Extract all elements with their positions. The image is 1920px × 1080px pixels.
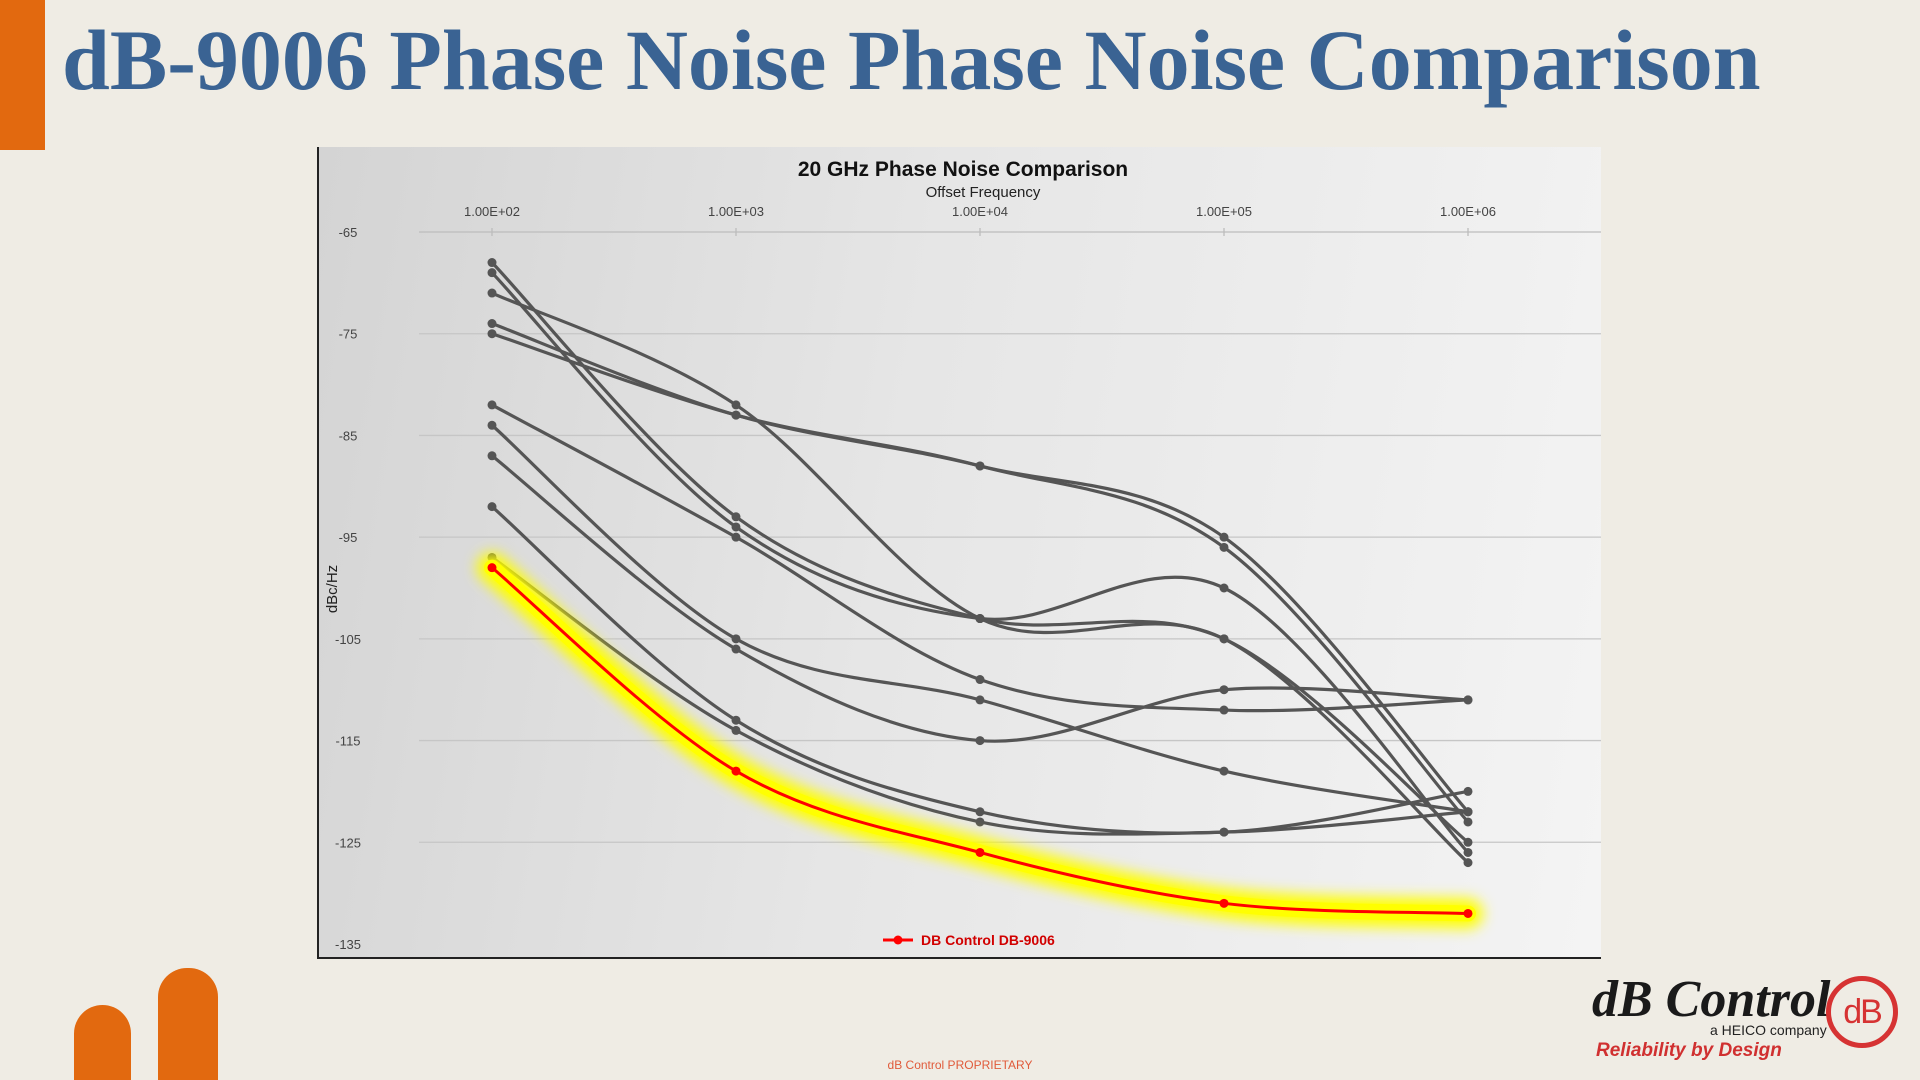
y-tick-label: -75 bbox=[339, 327, 358, 342]
x-tick-label: 1.00E+02 bbox=[464, 204, 520, 219]
data-point bbox=[1219, 634, 1229, 644]
logo-subtitle: a HEICO company bbox=[1710, 1022, 1827, 1038]
decorative-pill-right bbox=[158, 968, 218, 1080]
series-line-10 bbox=[491, 556, 1469, 836]
x-tick-label: 1.00E+06 bbox=[1440, 204, 1496, 219]
x-axis-title: Offset Frequency bbox=[926, 184, 1041, 201]
data-point bbox=[975, 675, 985, 685]
series-line-1 bbox=[490, 261, 1470, 844]
footer-proprietary: dB Control PROPRIETARY bbox=[887, 1058, 1033, 1072]
y-tick-label: -135 bbox=[335, 937, 361, 952]
legend-label: DB Control DB-9006 bbox=[921, 932, 1055, 948]
data-point bbox=[1219, 583, 1229, 593]
data-point bbox=[1219, 685, 1229, 695]
y-tick-label: -95 bbox=[339, 530, 358, 545]
chart-frame: 20 GHz Phase Noise Comparison Offset Fre… bbox=[317, 147, 1601, 959]
data-point bbox=[1219, 827, 1229, 837]
data-point bbox=[975, 736, 985, 746]
x-tick-label: 1.00E+05 bbox=[1196, 204, 1252, 219]
y-tick-label: -105 bbox=[335, 632, 361, 647]
data-point bbox=[975, 614, 985, 624]
data-point bbox=[487, 451, 497, 461]
data-point bbox=[731, 644, 741, 654]
data-point bbox=[1463, 817, 1473, 827]
phase-noise-chart: 20 GHz Phase Noise Comparison Offset Fre… bbox=[324, 158, 1601, 952]
data-point bbox=[731, 410, 741, 420]
data-point bbox=[1463, 837, 1473, 847]
data-point bbox=[487, 268, 497, 278]
y-tick-label: -85 bbox=[339, 428, 358, 443]
data-point bbox=[731, 766, 741, 776]
y-tick-label: -65 bbox=[339, 225, 358, 240]
data-point bbox=[975, 695, 985, 705]
data-point bbox=[487, 319, 497, 329]
company-logo: dB Control a HEICO company Reliability b… bbox=[1590, 970, 1908, 1070]
y-axis-title: dBc/Hz bbox=[324, 565, 341, 613]
series-line-9 bbox=[490, 505, 1469, 835]
data-point bbox=[1219, 705, 1229, 715]
legend-swatch-marker bbox=[893, 935, 903, 945]
series-line-11 bbox=[491, 566, 1469, 915]
chart-title: 20 GHz Phase Noise Comparison bbox=[798, 158, 1128, 181]
data-point bbox=[487, 258, 497, 268]
data-point bbox=[1463, 807, 1473, 817]
data-point bbox=[1463, 908, 1473, 918]
logo-wordmark: dB Control bbox=[1592, 971, 1831, 1028]
slide-title: dB-9006 Phase Noise Phase Noise Comparis… bbox=[62, 12, 1761, 108]
data-point bbox=[975, 461, 985, 471]
data-point bbox=[731, 522, 741, 532]
series-line-6 bbox=[491, 403, 1469, 713]
data-point bbox=[1219, 542, 1229, 552]
y-tick-label: -125 bbox=[335, 835, 361, 850]
data-point bbox=[1219, 766, 1229, 776]
data-point bbox=[731, 715, 741, 725]
data-point bbox=[1463, 786, 1473, 796]
data-point bbox=[487, 400, 497, 410]
series-line-7 bbox=[490, 424, 1469, 814]
data-point bbox=[1463, 847, 1473, 857]
data-point bbox=[975, 847, 985, 857]
data-point bbox=[975, 807, 985, 817]
data-point bbox=[487, 420, 497, 430]
data-point bbox=[731, 532, 741, 542]
data-point bbox=[487, 288, 497, 298]
data-point bbox=[1219, 898, 1229, 908]
logo-mark-icon: dB bbox=[1826, 976, 1898, 1048]
data-point bbox=[731, 512, 741, 522]
data-point bbox=[487, 563, 497, 573]
data-point bbox=[1219, 532, 1229, 542]
data-point bbox=[1463, 858, 1473, 868]
data-point bbox=[731, 634, 741, 644]
data-point bbox=[487, 329, 497, 339]
data-point bbox=[1463, 695, 1473, 705]
decorative-pill-left bbox=[74, 1005, 131, 1080]
series-line-5 bbox=[491, 332, 1470, 824]
data-point bbox=[731, 400, 741, 410]
x-tick-label: 1.00E+03 bbox=[708, 204, 764, 219]
y-tick-label: -115 bbox=[335, 734, 360, 749]
logo-tagline: Reliability by Design bbox=[1596, 1040, 1782, 1061]
data-point bbox=[487, 502, 497, 512]
x-tick-label: 1.00E+04 bbox=[952, 204, 1008, 219]
data-point bbox=[731, 725, 741, 735]
data-point bbox=[975, 817, 985, 827]
accent-bar bbox=[0, 0, 45, 150]
